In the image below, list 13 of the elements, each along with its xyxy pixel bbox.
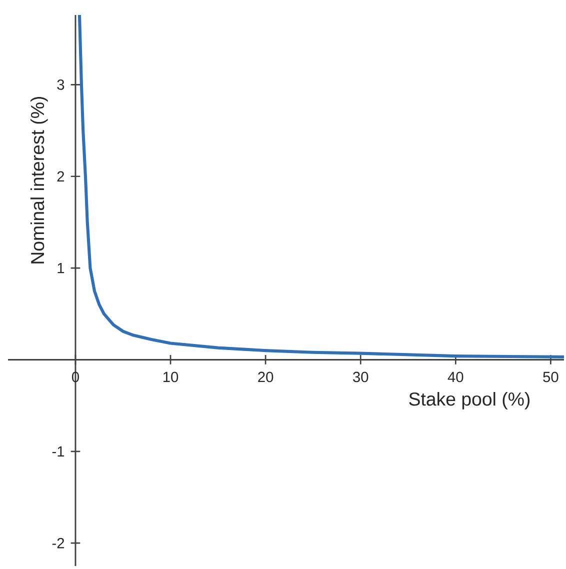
y-tick-label: 2 bbox=[58, 171, 64, 182]
x-tick-label: 20 bbox=[258, 372, 274, 382]
y-tick-label: -1 bbox=[52, 446, 64, 456]
x-tick-label: 30 bbox=[353, 372, 368, 382]
y-tick-label: 3 bbox=[57, 80, 64, 90]
x-tick-label: 40 bbox=[448, 372, 464, 382]
y-axis-title: Nominal interest (%) bbox=[30, 96, 48, 264]
y-tick-label: 1 bbox=[58, 263, 64, 274]
x-tick-label: 10 bbox=[164, 372, 178, 382]
x-axis-title: Stake pool (%) bbox=[409, 392, 530, 410]
x-tick-label: 50 bbox=[543, 372, 558, 382]
line-series bbox=[78, 13, 566, 358]
y-tick-label: -2 bbox=[52, 538, 64, 548]
